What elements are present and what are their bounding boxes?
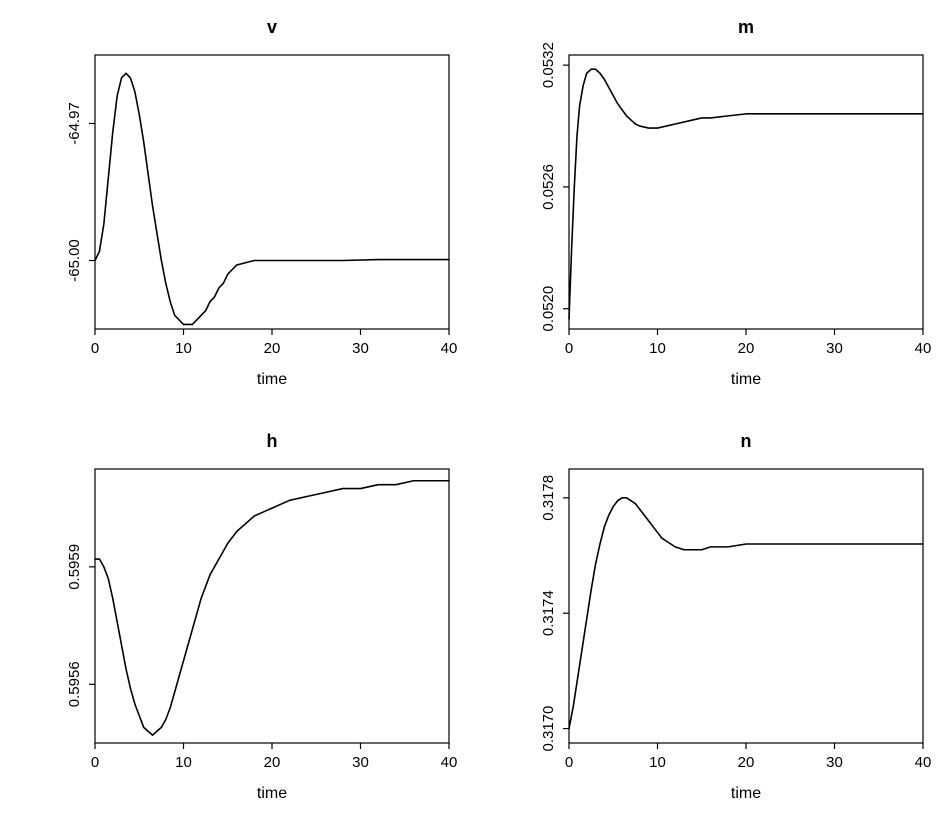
data-line bbox=[95, 481, 449, 735]
x-tick-label: 20 bbox=[264, 340, 281, 357]
y-tick-label: 0.0520 bbox=[540, 286, 557, 332]
chart-title: n bbox=[741, 431, 752, 451]
y-tick-label: 0.3178 bbox=[540, 475, 557, 521]
chart-grid-page: v 0 10 20 30 40 time -65.00 -64.97 m 0 10 20 30 40 tim… bbox=[0, 0, 948, 828]
x-tick-label: 40 bbox=[441, 340, 458, 357]
chart-cell-m: m 0 10 20 30 40 time 0.0520 0.0526 0.0532 bbox=[474, 0, 948, 414]
plot-box bbox=[95, 55, 449, 329]
x-tick-label: 30 bbox=[352, 340, 369, 357]
x-axis-label: time bbox=[731, 785, 761, 802]
x-tick-label: 20 bbox=[264, 754, 281, 771]
x-tick-label: 10 bbox=[175, 340, 192, 357]
chart-h: h 0 10 20 30 40 time 0.5956 0.5959 bbox=[0, 414, 474, 828]
x-axis-label: time bbox=[257, 371, 287, 388]
data-line bbox=[569, 69, 923, 319]
x-tick-label: 10 bbox=[649, 340, 666, 357]
x-tick-label: 40 bbox=[915, 340, 932, 357]
chart-grid: v 0 10 20 30 40 time -65.00 -64.97 m 0 10 20 30 40 tim… bbox=[0, 0, 948, 828]
chart-n: n 0 10 20 30 40 time 0.3170 0.3174 0.3178 bbox=[474, 414, 948, 828]
chart-title: h bbox=[267, 431, 278, 451]
y-tick-label: 0.0532 bbox=[540, 42, 557, 88]
x-tick-label: 0 bbox=[565, 340, 573, 357]
chart-cell-h: h 0 10 20 30 40 time 0.5956 0.5959 bbox=[0, 414, 474, 828]
x-tick-label: 40 bbox=[441, 754, 458, 771]
chart-v: v 0 10 20 30 40 time -65.00 -64.97 bbox=[0, 0, 474, 414]
chart-cell-n: n 0 10 20 30 40 time 0.3170 0.3174 0.3178 bbox=[474, 414, 948, 828]
x-tick-label: 40 bbox=[915, 754, 932, 771]
data-line bbox=[95, 73, 449, 324]
plot-box bbox=[569, 469, 923, 743]
y-tick-label: 0.0526 bbox=[540, 164, 557, 210]
x-tick-label: 10 bbox=[175, 754, 192, 771]
data-line bbox=[569, 498, 923, 729]
y-tick-label: -65.00 bbox=[66, 239, 83, 282]
y-tick-label: 0.3174 bbox=[540, 590, 557, 636]
y-tick-label: 0.5956 bbox=[66, 661, 83, 707]
y-tick-label: -64.97 bbox=[66, 102, 83, 145]
plot-box bbox=[569, 55, 923, 329]
x-tick-label: 30 bbox=[826, 340, 843, 357]
x-tick-label: 0 bbox=[565, 754, 573, 771]
x-tick-label: 0 bbox=[91, 340, 99, 357]
chart-m: m 0 10 20 30 40 time 0.0520 0.0526 0.0532 bbox=[474, 0, 948, 414]
x-tick-label: 0 bbox=[91, 754, 99, 771]
x-tick-label: 10 bbox=[649, 754, 666, 771]
x-tick-label: 30 bbox=[826, 754, 843, 771]
y-tick-label: 0.3170 bbox=[540, 706, 557, 752]
x-axis-label: time bbox=[731, 371, 761, 388]
chart-title: v bbox=[267, 17, 277, 37]
x-axis-label: time bbox=[257, 785, 287, 802]
y-tick-label: 0.5959 bbox=[66, 544, 83, 590]
plot-box bbox=[95, 469, 449, 743]
x-tick-label: 20 bbox=[738, 340, 755, 357]
x-tick-label: 30 bbox=[352, 754, 369, 771]
chart-cell-v: v 0 10 20 30 40 time -65.00 -64.97 bbox=[0, 0, 474, 414]
chart-title: m bbox=[738, 17, 754, 37]
x-tick-label: 20 bbox=[738, 754, 755, 771]
